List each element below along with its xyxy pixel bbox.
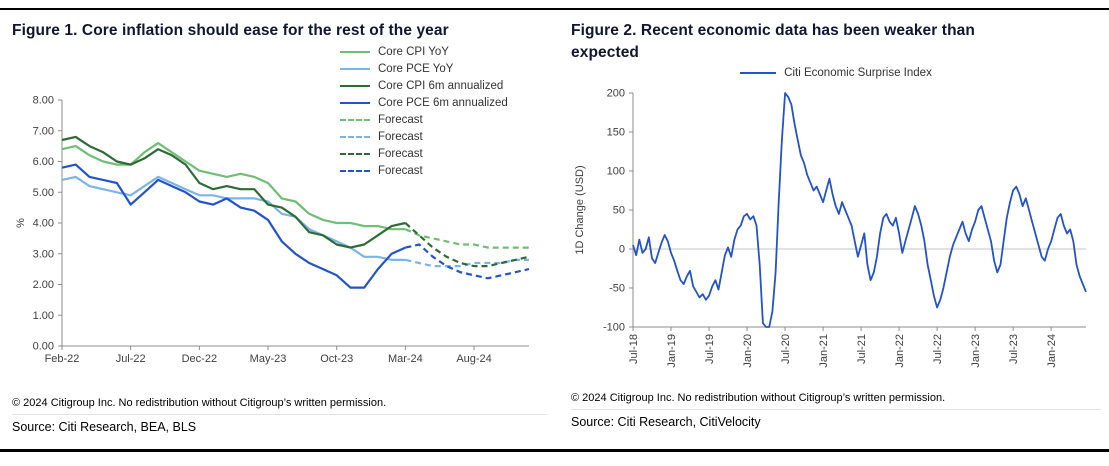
svg-text:6.00: 6.00 bbox=[33, 156, 54, 168]
figure1-copyright: © 2024 Citigroup Inc. No redistribution … bbox=[12, 396, 387, 409]
svg-text:0: 0 bbox=[619, 244, 625, 256]
figure2-title: Figure 2. Recent economic data has been … bbox=[571, 22, 975, 61]
svg-text:Jul-21: Jul-21 bbox=[856, 334, 868, 364]
svg-text:Jul-18: Jul-18 bbox=[628, 334, 640, 364]
svg-text:4.00: 4.00 bbox=[33, 217, 54, 229]
legend-line-swatch bbox=[340, 51, 370, 54]
figure2-source: Source: Citi Research, CitiVelocity bbox=[571, 409, 1101, 429]
svg-text:Jul-22: Jul-22 bbox=[116, 353, 146, 365]
svg-text:1.00: 1.00 bbox=[33, 309, 54, 321]
legend-line-swatch bbox=[340, 136, 370, 139]
legend-label: Citi Economic Surprise Index bbox=[784, 67, 932, 80]
legend-label: Forecast bbox=[378, 131, 423, 144]
svg-text:50: 50 bbox=[613, 205, 625, 217]
svg-text:Jan-20: Jan-20 bbox=[742, 334, 754, 368]
figure2-legend: Citi Economic Surprise Index bbox=[571, 65, 1101, 81]
svg-text:Dec-22: Dec-22 bbox=[182, 353, 217, 365]
legend-line-swatch bbox=[340, 119, 370, 122]
svg-text:100: 100 bbox=[607, 166, 625, 178]
svg-text:1D Change (USD): 1D Change (USD) bbox=[574, 166, 586, 255]
legend-item: Forecast bbox=[340, 163, 508, 180]
figure1-title: Figure 1. Core inflation should ease for… bbox=[12, 22, 449, 39]
svg-text:Aug-24: Aug-24 bbox=[456, 353, 491, 365]
legend-label: Core PCE 6m annualized bbox=[378, 97, 508, 110]
svg-text:Jul-22: Jul-22 bbox=[932, 334, 944, 364]
bottom-divider bbox=[0, 449, 1109, 452]
svg-text:Jan-19: Jan-19 bbox=[666, 334, 678, 368]
legend-line-swatch bbox=[740, 72, 777, 75]
top-divider bbox=[0, 8, 1109, 10]
legend-item: Forecast bbox=[340, 146, 508, 163]
legend-label: Forecast bbox=[378, 165, 423, 178]
legend-item: Citi Economic Surprise Index bbox=[740, 65, 932, 81]
legend-label: Forecast bbox=[378, 148, 423, 161]
legend-line-swatch bbox=[340, 102, 370, 105]
legend-label: Forecast bbox=[378, 114, 423, 127]
legend-item: Core CPI 6m annualized bbox=[340, 78, 508, 95]
svg-text:0.00: 0.00 bbox=[33, 340, 54, 352]
legend-item: Core PCE 6m annualized bbox=[340, 95, 508, 112]
legend-label: Core CPI YoY bbox=[378, 46, 449, 59]
legend-item: Forecast bbox=[340, 129, 508, 146]
svg-text:Mar-24: Mar-24 bbox=[388, 353, 423, 365]
figures-container: Figure 1. Core inflation should ease for… bbox=[12, 20, 1101, 434]
svg-text:8.00: 8.00 bbox=[33, 94, 54, 106]
figure1-chart: 8.00 7.00 6.00 5.00 4.00 3.00 2.00 1.00 0.00Feb-… bbox=[15, 94, 530, 365]
svg-text:150: 150 bbox=[607, 127, 625, 139]
figure2-chart-area: Citi Economic Surprise Index 200 150 100 50… bbox=[571, 65, 1101, 384]
svg-text:Feb-22: Feb-22 bbox=[45, 353, 80, 365]
figure1-legend: Core CPI YoY Core PCE YoY Core CPI 6m annu… bbox=[340, 44, 508, 180]
svg-text:3.00: 3.00 bbox=[33, 248, 54, 260]
legend-label: Core PCE YoY bbox=[378, 63, 454, 76]
figure1-chart-area: Core CPI YoY Core PCE YoY Core CPI 6m annu… bbox=[12, 46, 547, 389]
svg-text:Jan-24: Jan-24 bbox=[1046, 334, 1058, 368]
figure1-source: Source: Citi Research, BEA, BLS bbox=[12, 413, 547, 434]
figure2-panel: Figure 2. Recent economic data has been … bbox=[571, 20, 1101, 434]
svg-text:May-23: May-23 bbox=[250, 353, 287, 365]
legend-label: Core CPI 6m annualized bbox=[378, 80, 504, 93]
figure2-copyright: © 2024 Citigroup Inc. No redistribution … bbox=[571, 392, 946, 405]
svg-text:-100: -100 bbox=[603, 322, 625, 334]
legend-line-swatch bbox=[340, 68, 370, 71]
svg-text:Jul-20: Jul-20 bbox=[780, 334, 792, 364]
legend-item: Core CPI YoY bbox=[340, 44, 508, 61]
legend-item: Forecast bbox=[340, 112, 508, 129]
svg-text:7.00: 7.00 bbox=[33, 125, 54, 137]
svg-text:Jan-21: Jan-21 bbox=[818, 334, 830, 368]
svg-text:Jul-23: Jul-23 bbox=[1008, 334, 1020, 364]
legend-line-swatch bbox=[340, 153, 370, 156]
svg-text:Jan-22: Jan-22 bbox=[894, 334, 906, 368]
svg-text:200: 200 bbox=[607, 88, 625, 100]
svg-text:Jul-19: Jul-19 bbox=[704, 334, 716, 364]
svg-text:2.00: 2.00 bbox=[33, 279, 54, 291]
legend-item: Core PCE YoY bbox=[340, 61, 508, 78]
svg-text:Oct-23: Oct-23 bbox=[320, 353, 353, 365]
figure1-panel: Figure 1. Core inflation should ease for… bbox=[12, 20, 547, 434]
svg-text:5.00: 5.00 bbox=[33, 186, 54, 198]
legend-line-swatch bbox=[340, 85, 370, 88]
legend-line-swatch bbox=[340, 170, 370, 173]
svg-text:Jan-23: Jan-23 bbox=[970, 334, 982, 368]
svg-text:%: % bbox=[15, 218, 27, 228]
svg-text:-50: -50 bbox=[609, 283, 625, 295]
